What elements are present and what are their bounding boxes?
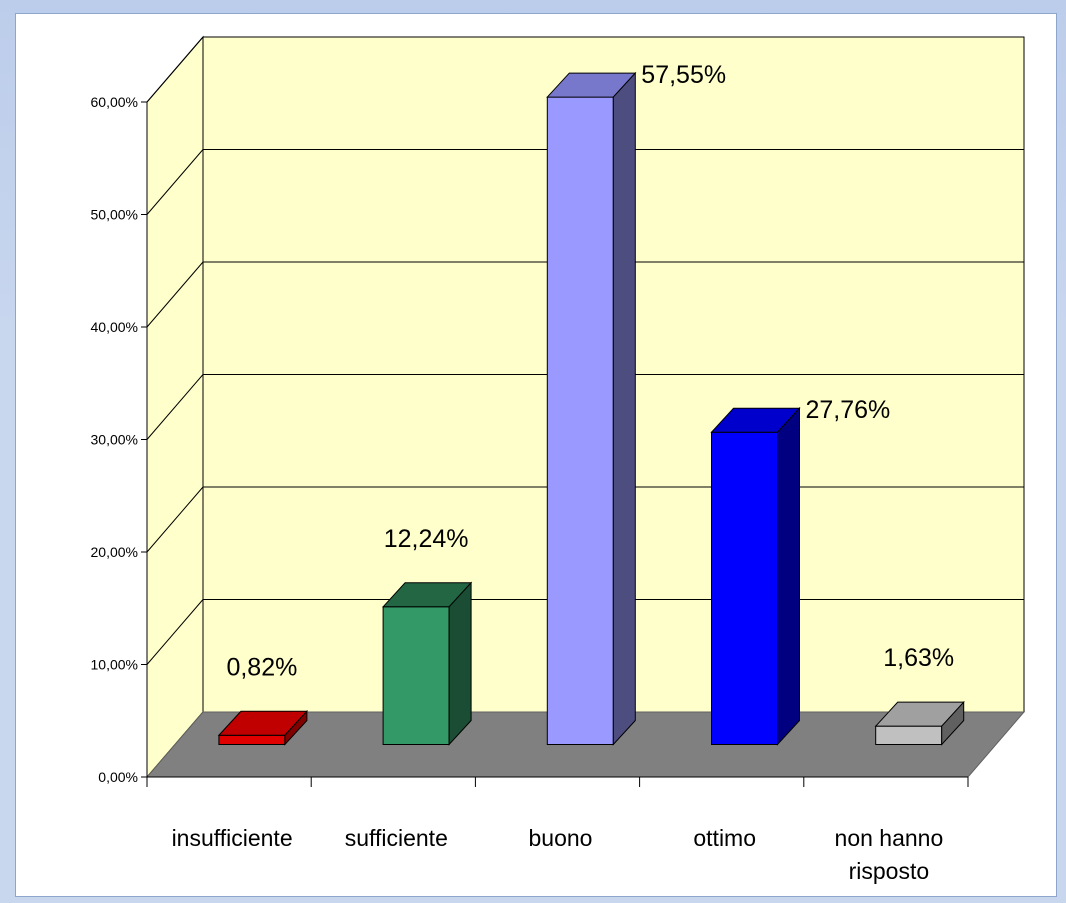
gridline-side	[146, 486, 204, 553]
category-label: buono	[529, 825, 593, 851]
y-tick-label: 50,00%	[91, 207, 138, 223]
data-label: 0,82%	[226, 653, 297, 681]
gridline-side	[146, 599, 204, 665]
data-label: 1,63%	[883, 644, 954, 672]
category-label: risposto	[849, 858, 930, 884]
data-label: 27,76%	[806, 396, 891, 424]
category-label: non hanno	[835, 825, 944, 851]
bar-non-hanno-risposto	[875, 725, 943, 745]
y-tick-label: 20,00%	[91, 544, 138, 560]
bar-buono	[546, 96, 614, 745]
category-label: sufficiente	[345, 825, 448, 851]
data-label: 12,24%	[384, 525, 469, 553]
category-label: ottimo	[693, 825, 756, 851]
bar-chart-3d: 0,00% 10,00% 20,00% 30,00% 40,00% 50,00% 60,00…	[91, 35, 1026, 884]
bar-side	[612, 71, 636, 746]
category-label: insufficiente	[172, 825, 293, 851]
gridline-side	[146, 149, 204, 215]
bar-side	[448, 581, 472, 746]
bar-ottimo	[711, 431, 778, 745]
y-tick-label: 40,00%	[91, 319, 138, 335]
y-tick-label: 0,00%	[98, 769, 138, 785]
bar-side	[284, 709, 308, 746]
gridline-side	[146, 36, 204, 103]
bar-insufficiente	[218, 734, 286, 746]
bar-side	[777, 406, 800, 746]
y-tick-label: 10,00%	[91, 657, 138, 673]
chart-panel: 0,00% 10,00% 20,00% 30,00% 40,00% 50,00% 60,00…	[15, 13, 1057, 897]
data-label: 57,55%	[641, 61, 726, 89]
bar-sufficiente	[382, 606, 450, 745]
y-tick-label: 30,00%	[91, 432, 138, 448]
gridline-side	[146, 261, 204, 328]
y-tick-label: 60,00%	[91, 94, 138, 110]
gridline-side	[146, 374, 204, 440]
bar-side	[941, 700, 965, 746]
